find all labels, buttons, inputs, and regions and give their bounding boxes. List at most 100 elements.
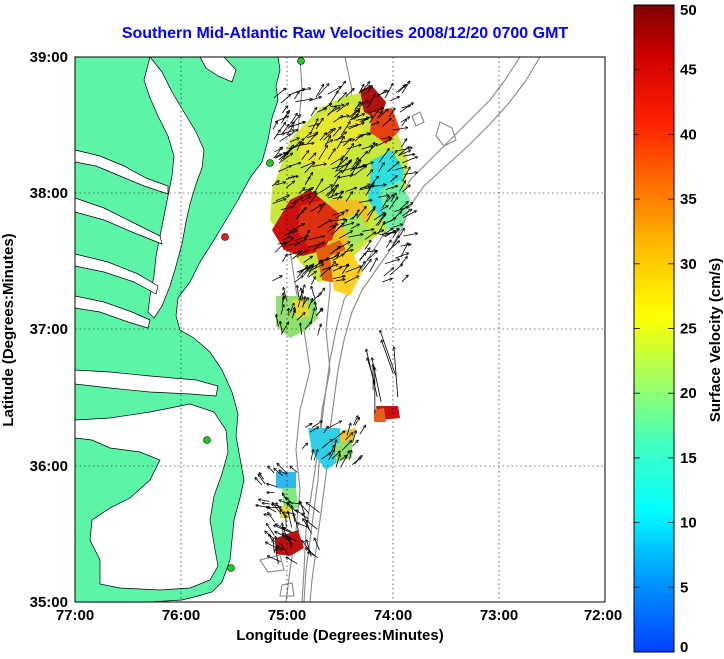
station-marker — [297, 57, 305, 65]
velocity-vector — [400, 203, 413, 212]
velocity-vector — [306, 548, 315, 556]
colorbar-label: Surface Velocity (cm/s) — [707, 258, 724, 422]
velocity-vector — [294, 514, 299, 532]
velocity-vector — [403, 233, 417, 237]
velocity-vector — [364, 241, 371, 250]
velocity-vector — [385, 186, 397, 190]
map-title: Southern Mid-Atlantic Raw Velocities 200… — [122, 25, 569, 42]
velocity-vector — [279, 134, 291, 142]
velocity-vector — [366, 208, 375, 223]
velocity-vector — [281, 112, 288, 124]
velocity-vector — [335, 279, 345, 282]
velocity-vector — [317, 108, 326, 113]
velocity-vector — [402, 211, 416, 219]
velocity-vector — [369, 258, 377, 272]
velocity-vector — [389, 151, 397, 159]
velocity-vector — [335, 242, 350, 251]
velocity-vector — [280, 305, 284, 315]
colorbar-tick-label: 40 — [680, 126, 697, 143]
velocity-vector — [343, 250, 352, 253]
velocity-vector — [286, 557, 298, 565]
velocity-vector — [376, 112, 382, 119]
velocity-vector — [281, 254, 287, 263]
velocity-vector — [308, 244, 321, 248]
velocity-vector — [294, 276, 303, 283]
velocity-vector — [268, 556, 281, 563]
y-tick-label: 38:00 — [30, 185, 68, 202]
station-marker — [227, 564, 235, 572]
velocity-vector — [358, 85, 364, 94]
velocity-vector — [304, 163, 315, 173]
velocity-vector — [369, 110, 379, 124]
velocity-vector — [297, 143, 313, 147]
velocity-vector — [384, 259, 399, 264]
velocity-vector — [268, 513, 276, 523]
velocity-vector — [304, 177, 310, 186]
velocity-vector — [296, 510, 309, 520]
velocity-vector — [387, 241, 399, 252]
velocity-vector — [378, 149, 389, 163]
velocity-vector — [310, 293, 321, 304]
velocity-vector — [290, 466, 298, 473]
velocity-vector — [302, 297, 305, 308]
velocity-vector — [307, 271, 316, 278]
velocity-vector — [308, 193, 317, 206]
albemarle-sound — [75, 369, 219, 397]
velocity-vector — [349, 214, 358, 220]
velocity-vector — [276, 549, 279, 565]
velocity-vector — [345, 433, 352, 441]
velocity-vector — [319, 185, 332, 194]
colorbar-tick-label: 5 — [680, 579, 688, 596]
velocity-vector — [267, 484, 278, 488]
velocity-vector — [318, 84, 328, 96]
velocity-vector — [352, 158, 358, 167]
velocity-vector — [347, 125, 358, 128]
y-tick-label: 37:00 — [30, 321, 68, 338]
velocity-vector — [274, 525, 291, 533]
velocity-vector — [310, 108, 317, 117]
velocity-vector — [359, 253, 366, 261]
velocity-vector — [352, 441, 358, 447]
velocity-vector — [304, 322, 311, 330]
velocity-vector — [338, 175, 353, 179]
velocity-vector — [330, 247, 340, 255]
colorbar-tick-label: 15 — [680, 450, 697, 467]
velocity-vector — [332, 267, 341, 272]
velocity-vector — [271, 181, 279, 187]
velocity-vector — [332, 197, 342, 200]
velocity-vector — [295, 99, 311, 103]
velocity-vector — [375, 214, 385, 227]
velocity-vector — [359, 426, 366, 435]
velocity-vector — [333, 440, 336, 451]
velocity-vector — [308, 552, 319, 559]
velocity-vector — [362, 229, 373, 232]
velocity-vector — [286, 126, 293, 135]
river-york — [75, 253, 159, 295]
velocity-vector — [315, 302, 318, 310]
velocity-vector — [284, 528, 294, 534]
velocity-vector — [361, 146, 373, 150]
velocity-vector — [382, 196, 390, 209]
velocity-vector — [387, 162, 398, 173]
velocity-vector — [275, 195, 289, 202]
velocity-vector — [310, 205, 322, 212]
velocity-vector — [288, 502, 299, 503]
velocity-vector — [319, 267, 331, 278]
velocity-vector — [272, 122, 277, 130]
velocity-vector — [317, 203, 325, 214]
velocity-vector — [283, 288, 288, 301]
velocity-vector — [281, 106, 287, 114]
velocity-vector — [392, 128, 408, 131]
velocity-vector — [273, 88, 286, 99]
velocity-vector — [300, 502, 306, 515]
colorbar-tick-label: 0 — [680, 639, 688, 656]
velocity-vector — [398, 148, 412, 151]
velocity-vector — [401, 119, 407, 127]
velocity-vector — [390, 176, 397, 183]
velocity-vector — [302, 541, 312, 553]
velocity-vector — [345, 266, 362, 273]
pamlico-sound — [75, 403, 229, 591]
velocity-vector — [402, 185, 410, 193]
velocity-vector — [392, 229, 399, 238]
